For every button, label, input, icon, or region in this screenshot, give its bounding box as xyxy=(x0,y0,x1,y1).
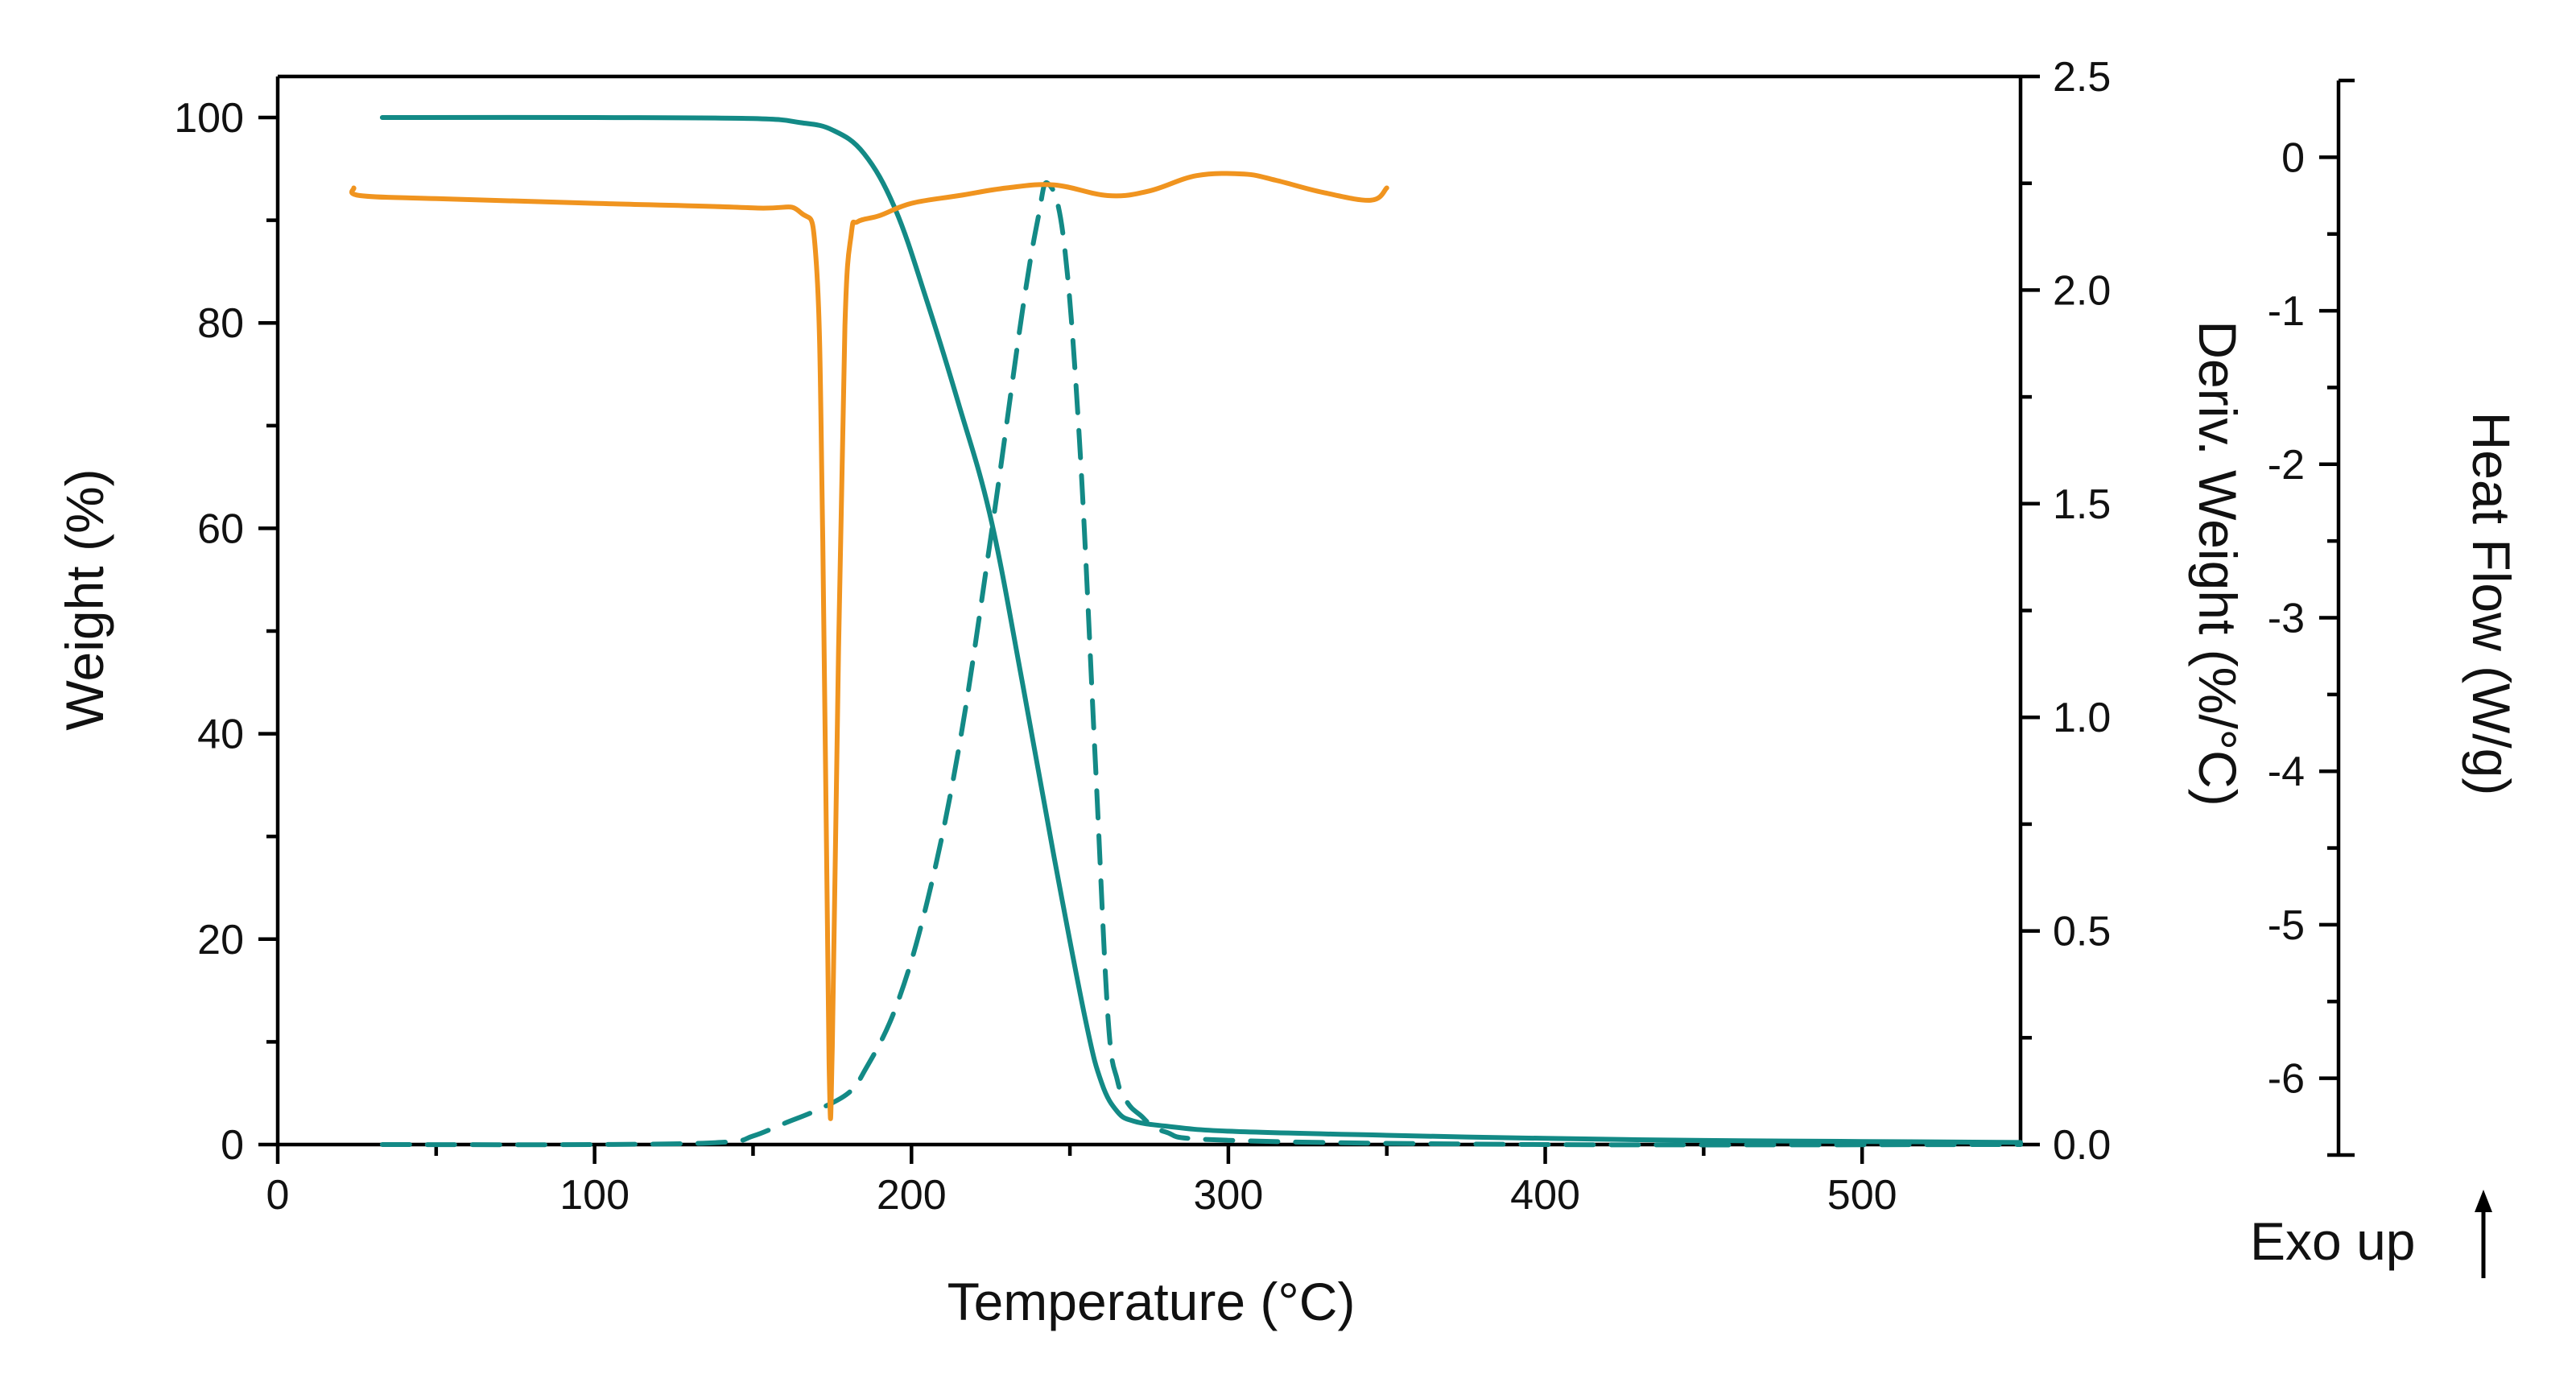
x-tick-label: 500 xyxy=(1827,1172,1897,1219)
weight-tick-label: 0 xyxy=(221,1122,244,1169)
weight-tick-label: 60 xyxy=(197,505,244,552)
x-axis: 0 100 200 300 400 500 xyxy=(266,74,2021,1219)
weight-curve xyxy=(379,114,2023,1145)
deriv-weight-tick-label: 0.5 xyxy=(2053,909,2111,955)
heat-flow-axis: 0 -1 -2 -3 -4 -5 -6 xyxy=(2268,78,2355,1157)
heat-flow-tick-label: -5 xyxy=(2268,902,2305,949)
weight-axis-title: Weight (%) xyxy=(55,468,114,730)
exo-up-annotation: Exo up xyxy=(2250,1211,2415,1271)
deriv-weight-tick-label: 2.0 xyxy=(2053,267,2111,314)
heat-flow-tick-label: -6 xyxy=(2268,1056,2305,1103)
deriv-weight-curve xyxy=(379,179,2023,1148)
deriv-weight-axis: 0.0 0.5 1.0 1.5 2.0 2.5 xyxy=(2018,54,2111,1169)
weight-tick-label: 100 xyxy=(174,95,244,142)
x-tick-label: 300 xyxy=(1194,1172,1264,1219)
heat-flow-tick-label: -2 xyxy=(2268,442,2305,489)
x-tick-label: 100 xyxy=(559,1172,630,1219)
heat-flow-axis-title: Heat Flow (W/g) xyxy=(2462,412,2521,796)
heat-flow-curve xyxy=(349,171,1389,1121)
weight-axis: 0 20 40 60 80 100 xyxy=(174,76,280,1169)
deriv-weight-axis-title: Deriv. Weight (%/°C) xyxy=(2188,320,2248,806)
heat-flow-tick-label: 0 xyxy=(2281,134,2305,181)
heat-flow-tick-label: -3 xyxy=(2268,596,2305,642)
deriv-weight-tick-label: 1.0 xyxy=(2053,695,2111,741)
heat-flow-tick-label: -1 xyxy=(2268,288,2305,335)
weight-tick-label: 20 xyxy=(197,917,244,963)
exo-up-arrow-icon xyxy=(2475,1190,2492,1278)
weight-tick-label: 80 xyxy=(197,300,244,347)
x-tick-label: 200 xyxy=(877,1172,947,1219)
x-tick-label: 0 xyxy=(266,1172,290,1219)
weight-tick-label: 40 xyxy=(197,712,244,758)
x-tick-label: 400 xyxy=(1510,1172,1580,1219)
deriv-weight-tick-label: 1.5 xyxy=(2053,481,2111,528)
heat-flow-tick-label: -4 xyxy=(2268,749,2305,795)
deriv-weight-tick-label: 2.5 xyxy=(2053,54,2111,101)
deriv-weight-tick-label: 0.0 xyxy=(2053,1122,2111,1169)
series-layer xyxy=(349,114,2023,1148)
x-axis-title: Temperature (°C) xyxy=(947,1272,1356,1331)
